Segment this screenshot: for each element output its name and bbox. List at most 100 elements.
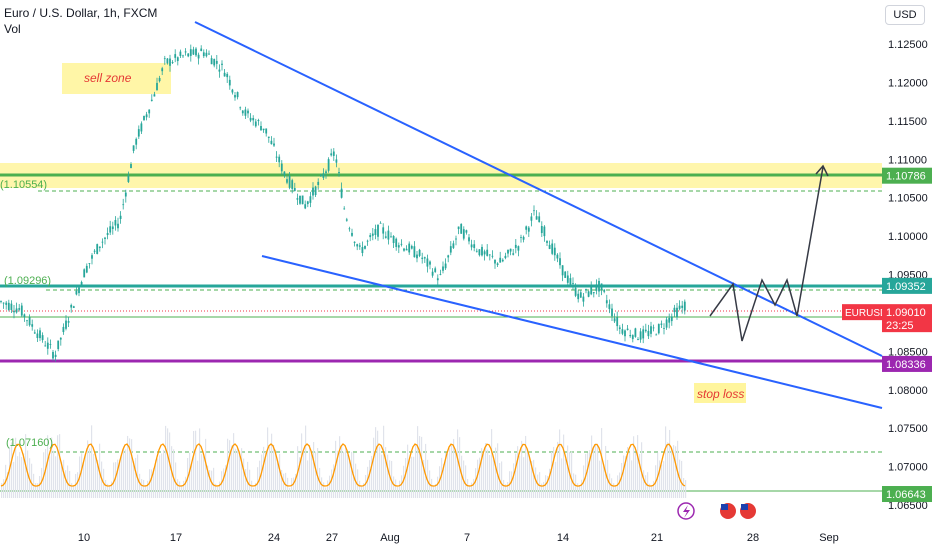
volume-bar [9, 447, 11, 498]
volume-bar [559, 429, 561, 498]
candle-body [91, 255, 93, 259]
candle-body [634, 328, 637, 337]
projection-path[interactable] [709, 166, 824, 342]
candle-body [616, 317, 619, 327]
volume-bar [653, 481, 655, 498]
candle-body [660, 323, 663, 325]
volume-bar [141, 479, 143, 498]
volume-bar [201, 454, 203, 498]
candle-body [96, 244, 99, 254]
currency-button[interactable]: USD [885, 5, 925, 25]
volume-bar [313, 442, 315, 498]
volume-bar [489, 454, 491, 498]
candle-body [429, 261, 431, 265]
volume-bar [433, 485, 435, 498]
volume-bar [527, 448, 529, 498]
candle-body [41, 335, 44, 341]
volume-bar [597, 445, 599, 498]
price-tick-label: 1.11000 [888, 154, 927, 166]
event-icons[interactable] [677, 502, 756, 520]
volume-bar [165, 425, 167, 498]
candle-body [611, 308, 613, 317]
volume-bar [351, 451, 353, 498]
volume-bar [411, 456, 413, 498]
price-axis[interactable]: 1.12500 1.12000 1.11500 1.11000 1.10500 1.100… [888, 39, 928, 512]
candle-body [309, 196, 312, 203]
volume-bar [203, 456, 205, 498]
volume-bar [245, 468, 247, 498]
candle-body [239, 107, 242, 109]
candle-body [135, 138, 138, 145]
volume-bar [615, 485, 617, 498]
volume-bar [175, 462, 177, 498]
volume-bar [599, 460, 601, 498]
volume-bar [645, 475, 647, 498]
candle-body [423, 257, 426, 259]
candle-body [314, 186, 317, 196]
volume-bar [273, 444, 275, 498]
volume-bar [317, 448, 319, 498]
volume-bar [453, 438, 455, 498]
volume-bar [525, 435, 527, 498]
candle-body [475, 250, 478, 252]
volume-bar [493, 459, 495, 498]
candle-body [673, 307, 676, 313]
dashed-level-1-label: (1.10554) [0, 179, 47, 191]
volume-bar [217, 487, 219, 498]
volume-bar [197, 460, 199, 498]
candle-body [124, 192, 127, 197]
volume-bar [315, 451, 317, 498]
volume-bar [227, 438, 229, 498]
candle-body [559, 258, 561, 266]
volume-bar [291, 478, 293, 498]
candle-body [322, 173, 325, 178]
candle-body [197, 54, 200, 59]
candle-body [400, 243, 403, 245]
candle-body [447, 255, 450, 258]
volume-bar [467, 479, 469, 498]
candle-body [189, 49, 192, 56]
volume-bar [253, 487, 255, 498]
volume-bar [59, 434, 61, 498]
volume-bar [321, 477, 323, 498]
candle-body [288, 175, 291, 188]
time-axis[interactable]: 10 17 24 27 Aug 7 14 21 28 Sep [78, 532, 839, 544]
volume-bar [233, 433, 235, 498]
volume-bar [335, 440, 337, 498]
symbol-title[interactable]: Euro / U.S. Dollar, 1h, FXCM [4, 6, 158, 20]
candle-body [442, 266, 444, 271]
volume-bar [333, 464, 335, 498]
volume-bar [651, 486, 653, 498]
volume-bar [57, 435, 59, 498]
volume-bar [113, 462, 115, 498]
candle-body [262, 128, 265, 131]
volume-bar [379, 446, 381, 498]
volume-bar [37, 483, 39, 498]
volume-bar [117, 459, 119, 498]
volume-bar [163, 449, 165, 498]
volume-bar [381, 454, 383, 498]
candle-body [127, 175, 130, 182]
volume-bar [229, 440, 231, 498]
lower-trendline[interactable] [261, 255, 883, 409]
upper-trendline[interactable] [194, 21, 883, 357]
candle-body [187, 53, 190, 57]
volume-bar [255, 482, 257, 498]
candle-body [416, 254, 418, 259]
volume-bar [147, 480, 149, 498]
candle-body [291, 180, 294, 189]
volume-bar [501, 461, 503, 498]
volume-bar [637, 435, 639, 498]
volume-bar [593, 445, 595, 498]
volume-bar [611, 478, 613, 498]
candle-body [525, 226, 528, 230]
volume-bar [119, 459, 121, 498]
volume-bar [505, 484, 507, 498]
candle-body [28, 317, 31, 326]
candle-body [478, 249, 481, 256]
volume-bar [319, 467, 321, 498]
volume-bar [263, 446, 265, 498]
candle-body [655, 334, 658, 336]
candle-body [618, 327, 621, 330]
